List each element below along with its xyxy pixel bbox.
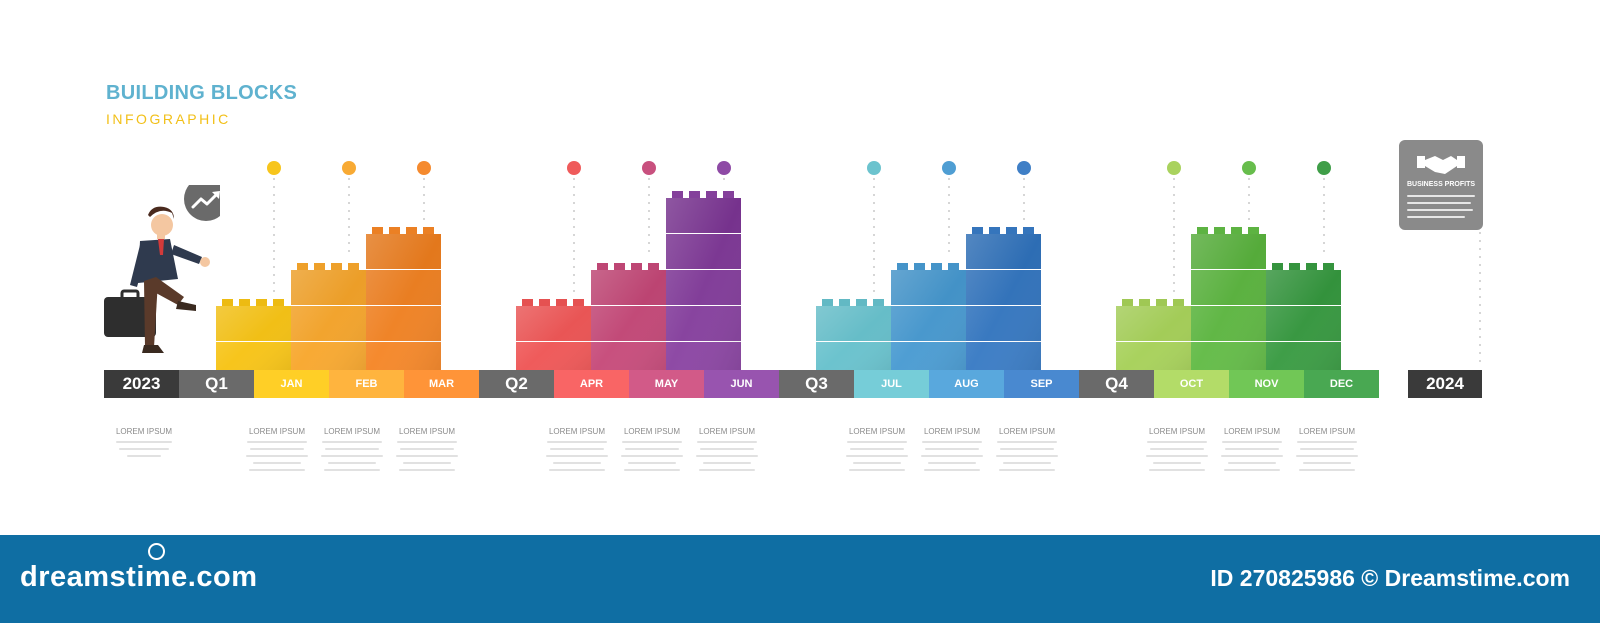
month-label-feb: FEB: [329, 370, 404, 398]
month-note-dec: LOREM IPSUM: [1290, 427, 1364, 476]
milestone-dot-dec: [1317, 161, 1331, 175]
month-label-aug: AUG: [929, 370, 1004, 398]
briefcase-icon: [104, 297, 156, 337]
milestone-dot-aug: [942, 161, 956, 175]
month-label-may: MAY: [629, 370, 704, 398]
quarter-label-q1: Q1: [179, 370, 254, 398]
month-note-nov: LOREM IPSUM: [1215, 427, 1289, 476]
month-note-feb: LOREM IPSUM: [315, 427, 389, 476]
month-note-sep: LOREM IPSUM: [990, 427, 1064, 476]
footer-bar: dreamstime.com ID 270825986 © Dreamstime…: [0, 535, 1600, 623]
milestone-dot-jun: [717, 161, 731, 175]
month-label-dec: DEC: [1304, 370, 1379, 398]
month-note-apr: LOREM IPSUM: [540, 427, 614, 476]
month-note-mar: LOREM IPSUM: [390, 427, 464, 476]
image-id: ID 270825986 © Dreamstime.com: [1210, 565, 1570, 591]
month-label-sep: SEP: [1004, 370, 1079, 398]
infographic-subtitle: INFOGRAPHIC: [106, 111, 231, 127]
milestone-dot-sep: [1017, 161, 1031, 175]
quarter-label-q4: Q4: [1079, 370, 1154, 398]
milestone-dot-oct: [1167, 161, 1181, 175]
start-year-label: 2023: [104, 370, 179, 398]
milestone-dot-apr: [567, 161, 581, 175]
milestone-dot-jan: [267, 161, 281, 175]
month-label-mar: MAR: [404, 370, 479, 398]
month-label-apr: APR: [554, 370, 629, 398]
month-label-jan: JAN: [254, 370, 329, 398]
swirl-icon: [148, 543, 165, 560]
milestone-dot-jul: [867, 161, 881, 175]
handshake-icon: [1417, 156, 1465, 174]
end-year-label: 2024: [1408, 370, 1482, 398]
businessman-illustration: [104, 185, 220, 353]
milestone-dot-feb: [342, 161, 356, 175]
month-note-oct: LOREM IPSUM: [1140, 427, 1214, 476]
month-label-jun: JUN: [704, 370, 779, 398]
milestone-dot-nov: [1242, 161, 1256, 175]
start-note: LOREM IPSUM: [107, 427, 181, 462]
milestone-dot-may: [642, 161, 656, 175]
month-label-jul: JUL: [854, 370, 929, 398]
building-blocks-chart: [216, 161, 1481, 377]
business-profits-card: BUSINESS PROFITS: [1399, 140, 1483, 230]
month-note-jun: LOREM IPSUM: [690, 427, 764, 476]
month-label-oct: OCT: [1154, 370, 1229, 398]
infographic-title: BUILDING BLOCKS: [106, 82, 298, 104]
card-title: BUSINESS PROFITS: [1406, 181, 1476, 188]
month-note-jan: LOREM IPSUM: [240, 427, 314, 476]
month-note-aug: LOREM IPSUM: [915, 427, 989, 476]
quarter-label-q2: Q2: [479, 370, 554, 398]
trend-up-icon: [191, 191, 220, 209]
month-note-may: LOREM IPSUM: [615, 427, 689, 476]
month-label-nov: NOV: [1229, 370, 1304, 398]
brand-logo: dreamstime.com: [20, 561, 258, 593]
infographic: BUILDING BLOCKS INFOGRAPHIC: [104, 82, 1483, 476]
milestone-dot-mar: [417, 161, 431, 175]
quarter-label-q3: Q3: [779, 370, 854, 398]
speech-bubble: [184, 185, 220, 221]
month-note-jul: LOREM IPSUM: [840, 427, 914, 476]
